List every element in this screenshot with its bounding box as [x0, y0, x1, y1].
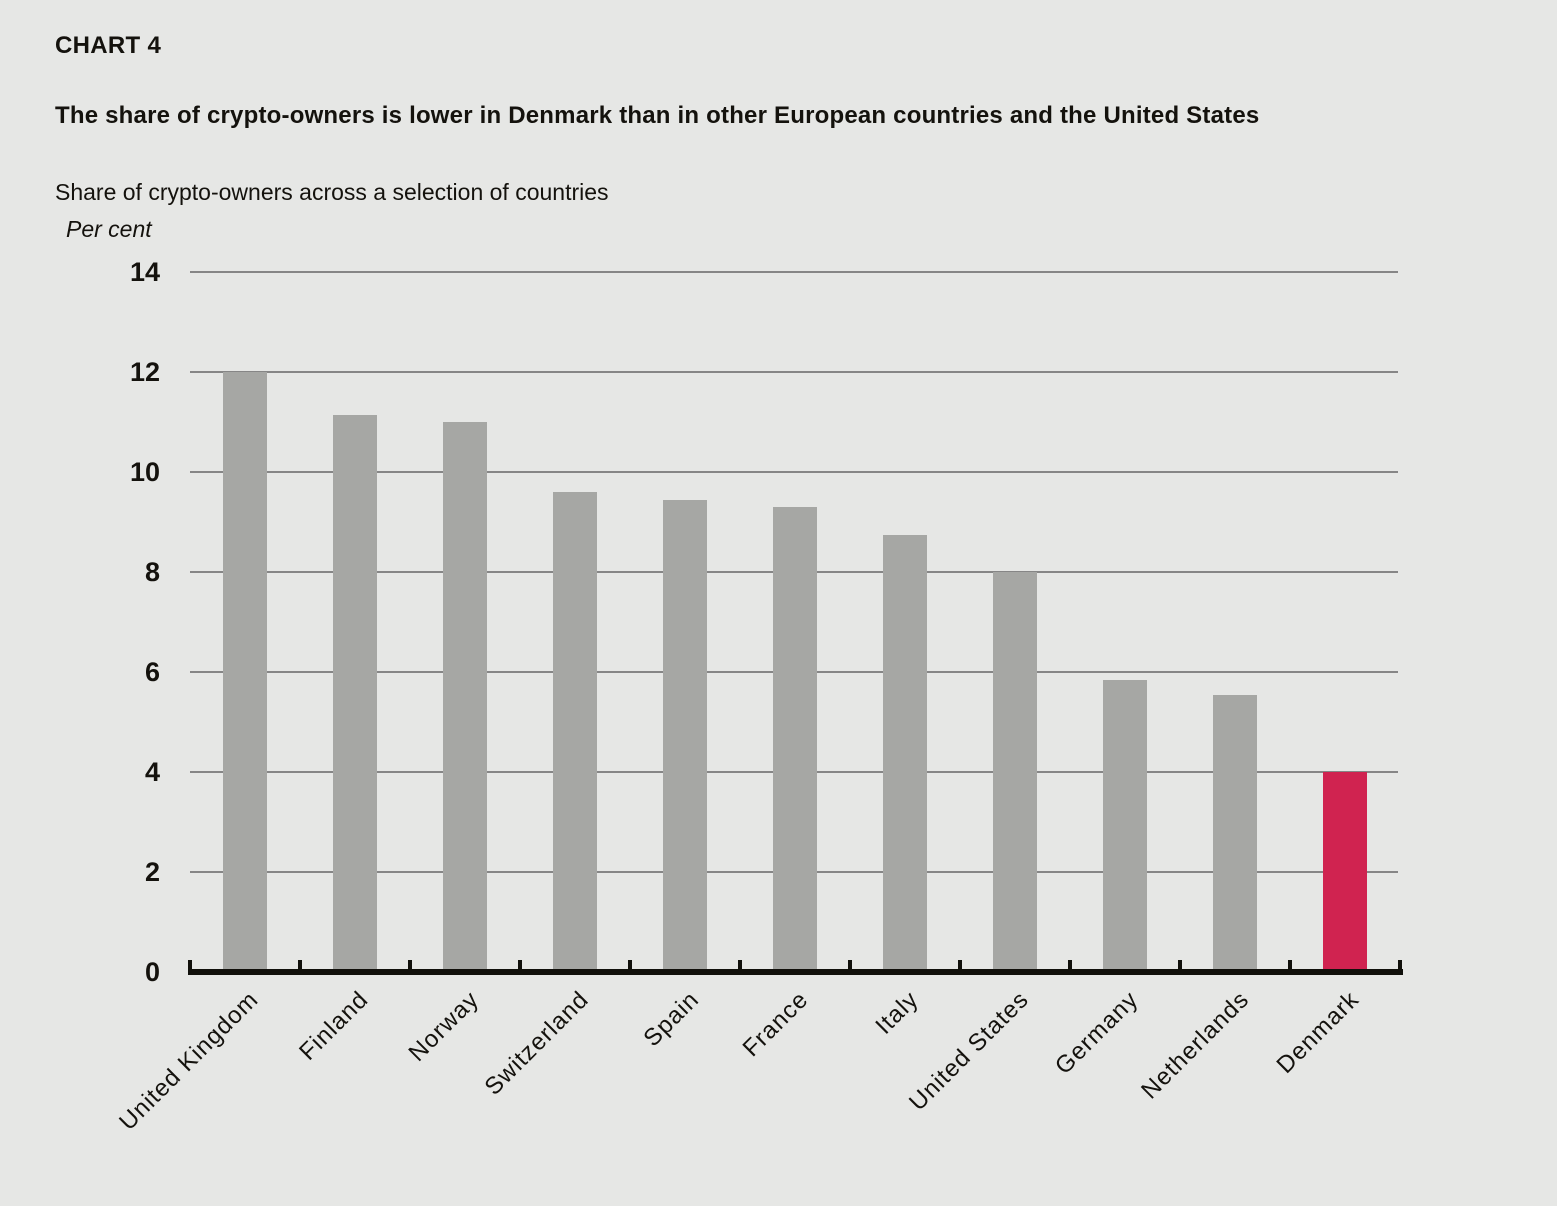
y-axis-label-6: 6 — [144, 657, 160, 687]
x-label-netherlands: Netherlands — [1135, 986, 1255, 1105]
y-axis-label-4: 4 — [144, 757, 160, 787]
y-axis-label-0: 0 — [144, 957, 160, 987]
bar-netherlands — [1213, 694, 1257, 972]
x-axis-tick-11 — [1398, 960, 1402, 975]
figure-label: CHART 4 — [55, 32, 162, 59]
x-axis-tick-2 — [408, 960, 412, 975]
x-axis-tick-9 — [1178, 960, 1182, 975]
x-label-denmark: Denmark — [1271, 986, 1365, 1079]
x-label-germany: Germany — [1050, 986, 1145, 1080]
chart-title: The share of crypto-owners is lower in D… — [55, 102, 1260, 129]
bar-switzerland — [553, 492, 597, 972]
x-axis-tick-4 — [628, 960, 632, 975]
y-axis-label-10: 10 — [129, 457, 160, 487]
bar-norway — [443, 422, 487, 972]
y-axis-label-12: 12 — [129, 357, 160, 387]
x-axis-tick-1 — [298, 960, 302, 975]
bar-united-kingdom — [223, 372, 267, 972]
y-axis-label-8: 8 — [144, 557, 160, 587]
y-axis-unit-label: Per cent — [66, 216, 152, 242]
x-axis-tick-5 — [738, 960, 742, 975]
chart-subtitle: Share of crypto-owners across a selectio… — [55, 179, 609, 205]
plot-area: United Kingdom Finland Norway Switzerland Sp… — [114, 271, 1403, 1136]
x-axis-line — [188, 969, 1403, 975]
gridline-10 — [190, 471, 1398, 473]
x-axis-tick-8 — [1068, 960, 1072, 975]
x-label-spain: Spain — [638, 986, 705, 1053]
bar-italy — [883, 534, 927, 972]
bar-finland — [333, 414, 377, 972]
bar-france — [773, 507, 817, 972]
bar-denmark — [1323, 772, 1367, 972]
x-label-italy: Italy — [870, 986, 925, 1040]
x-label-united-kingdom: United Kingdom — [114, 986, 265, 1136]
bar-united-states — [993, 572, 1037, 972]
bar-germany — [1103, 679, 1147, 972]
x-label-finland: Finland — [294, 986, 375, 1066]
bar-spain — [663, 499, 707, 972]
y-axis-label-2: 2 — [144, 857, 160, 887]
x-label-france: France — [737, 986, 815, 1063]
x-axis-tick-3 — [518, 960, 522, 975]
x-axis-tick-7 — [958, 960, 962, 975]
x-axis-tick-0 — [188, 960, 192, 975]
gridline-14 — [190, 271, 1398, 273]
x-axis-tick-10 — [1288, 960, 1292, 975]
x-axis-tick-6 — [848, 960, 852, 975]
x-label-switzerland: Switzerland — [479, 986, 595, 1101]
x-label-norway: Norway — [403, 986, 485, 1067]
y-axis-label-14: 14 — [129, 257, 160, 287]
gridline-12 — [190, 371, 1398, 373]
